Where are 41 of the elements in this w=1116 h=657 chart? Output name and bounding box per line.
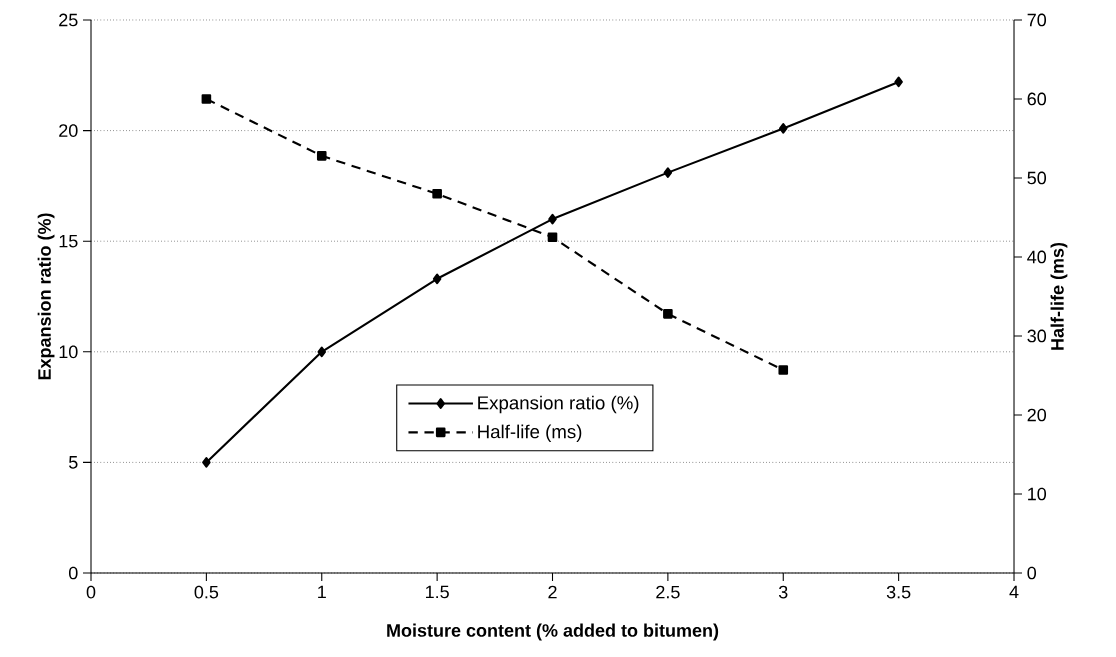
y-tick-label: 5 [68, 456, 78, 469]
x-tick-label: 4 [1009, 585, 1019, 599]
legend-label: Expansion ratio (%) [478, 395, 639, 414]
y-axis-title: Expansion ratio (%) [37, 213, 55, 380]
point [317, 346, 327, 358]
y2-tick-label: 20 [1027, 408, 1047, 422]
y-tick-label: 15 [59, 234, 78, 248]
point [432, 273, 442, 285]
y2-tick-label: 0 [1027, 566, 1037, 580]
y-tick-label: 0 [68, 566, 78, 580]
point [548, 213, 557, 225]
x-tick-label: 1 [318, 585, 326, 599]
point [202, 457, 211, 468]
y2-tick-label: 60 [1027, 92, 1047, 106]
point [894, 76, 903, 88]
y-tick-label: 25 [59, 13, 78, 27]
point [778, 123, 788, 134]
x-tick-label: 3 [778, 585, 788, 599]
x-tick-label: 2.5 [656, 585, 680, 599]
point [547, 232, 558, 243]
x-tick-label: 3.5 [886, 585, 911, 599]
x-tick-label: 1.5 [426, 585, 449, 599]
x-axis-title: Moisture content (% added to bitumen) [387, 623, 719, 641]
point [663, 309, 673, 319]
y2-tick-label: 10 [1028, 487, 1047, 501]
legend-label: Half-life (ms) [478, 424, 582, 442]
y2-axis-title: Half-life (ms) [1050, 242, 1068, 350]
y2-tick-label: 70 [1027, 13, 1047, 27]
point [432, 188, 442, 199]
point [778, 365, 789, 375]
y2-tick-label: 30 [1027, 329, 1047, 343]
y2-tick-label: 50 [1027, 171, 1047, 185]
x-tick-label: 2 [548, 585, 557, 599]
point [663, 167, 673, 178]
point [316, 151, 327, 161]
y2-tick-label: 40 [1027, 250, 1047, 264]
y-tick-label: 10 [59, 345, 78, 359]
x-tick-label: 0 [86, 585, 96, 599]
point [201, 94, 212, 104]
x-tick-label: 0.5 [194, 585, 219, 599]
y-tick-label: 20 [59, 124, 78, 137]
